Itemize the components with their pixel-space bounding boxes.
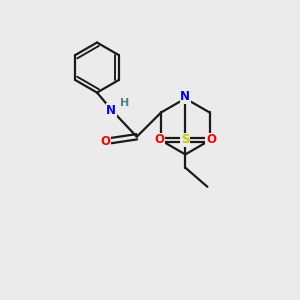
Text: O: O — [155, 133, 165, 146]
Text: O: O — [101, 135, 111, 148]
Text: N: N — [106, 104, 116, 117]
Text: S: S — [181, 133, 190, 146]
Text: N: N — [180, 91, 190, 103]
Text: H: H — [120, 98, 129, 109]
Text: O: O — [206, 133, 216, 146]
